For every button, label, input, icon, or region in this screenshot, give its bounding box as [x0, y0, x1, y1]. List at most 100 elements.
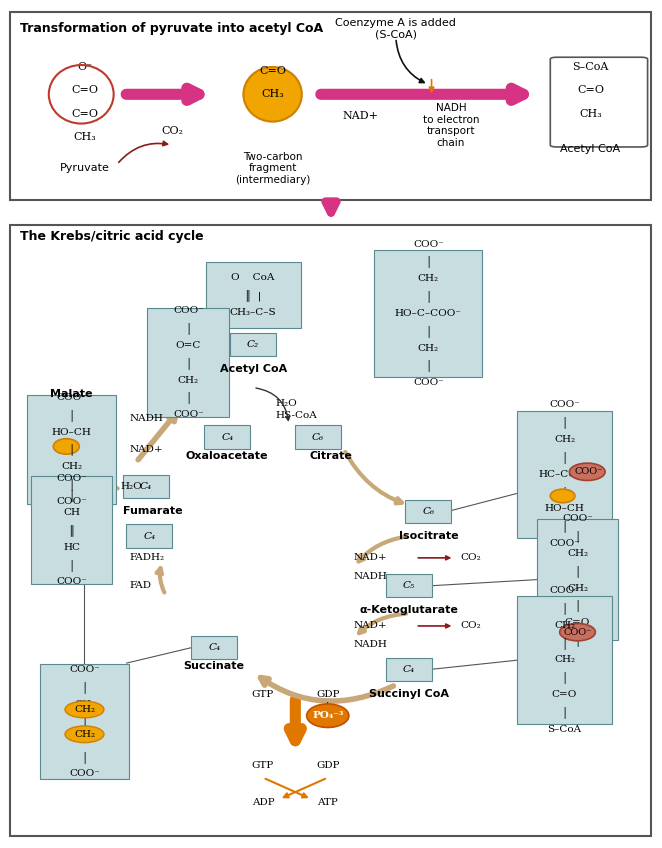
- Text: │: │: [81, 716, 87, 728]
- Text: CO₂: CO₂: [461, 554, 481, 562]
- FancyBboxPatch shape: [123, 475, 169, 499]
- Text: COO⁻: COO⁻: [56, 497, 87, 506]
- Text: Pyruvate: Pyruvate: [60, 164, 109, 173]
- Text: C₂: C₂: [247, 340, 260, 349]
- Text: │: │: [575, 530, 581, 542]
- Text: CH₂: CH₂: [74, 705, 95, 714]
- Text: │: │: [425, 255, 432, 267]
- Text: H₂O: H₂O: [120, 483, 142, 491]
- Text: C=O: C=O: [577, 86, 604, 95]
- Text: ADP: ADP: [252, 798, 274, 807]
- Text: CH₂: CH₂: [567, 549, 588, 558]
- Text: NAD+: NAD+: [342, 111, 378, 120]
- Text: COO⁻: COO⁻: [563, 628, 592, 637]
- Text: O⁻: O⁻: [77, 62, 92, 72]
- Text: C=O: C=O: [259, 66, 286, 75]
- Text: NAD+: NAD+: [129, 445, 163, 454]
- Text: HC–COO⁻: HC–COO⁻: [538, 470, 591, 479]
- Text: CH₂: CH₂: [74, 700, 95, 709]
- Text: CH₂: CH₂: [74, 730, 95, 739]
- Text: ATP: ATP: [317, 798, 338, 807]
- Text: NADH: NADH: [354, 572, 387, 581]
- Text: │: │: [425, 360, 432, 371]
- Text: │: │: [561, 672, 568, 683]
- FancyBboxPatch shape: [126, 524, 172, 548]
- Text: HC: HC: [63, 543, 80, 552]
- Text: CH: CH: [63, 508, 80, 517]
- Text: │: │: [575, 600, 581, 611]
- Text: COO⁻: COO⁻: [56, 473, 87, 483]
- FancyBboxPatch shape: [27, 395, 116, 504]
- Text: GTP: GTP: [252, 761, 274, 770]
- Text: NADH: NADH: [354, 640, 387, 649]
- Text: CH₂: CH₂: [567, 583, 588, 593]
- Text: │: │: [68, 559, 75, 571]
- Text: Oxaloacetate: Oxaloacetate: [186, 451, 269, 460]
- FancyBboxPatch shape: [295, 426, 341, 449]
- Text: α-Ketoglutarate: α-Ketoglutarate: [359, 605, 458, 616]
- Text: FADH₂: FADH₂: [130, 554, 165, 562]
- Text: │: │: [561, 637, 568, 649]
- Text: COO⁻: COO⁻: [173, 410, 204, 420]
- Text: NADH: NADH: [129, 414, 163, 423]
- Text: CH₃: CH₃: [261, 89, 284, 99]
- Text: │: │: [561, 486, 568, 498]
- Text: PO₄⁻³: PO₄⁻³: [313, 714, 342, 723]
- Text: C₄: C₄: [402, 665, 415, 674]
- Text: CH₂: CH₂: [177, 376, 199, 385]
- Text: COO⁻: COO⁻: [549, 539, 580, 548]
- Text: │: │: [68, 489, 75, 501]
- Text: CH₂: CH₂: [418, 274, 439, 283]
- Text: │: │: [561, 416, 568, 428]
- Text: CH₂: CH₂: [554, 435, 575, 444]
- Text: C₄: C₄: [208, 643, 220, 652]
- Text: │: │: [561, 521, 568, 533]
- Text: GTP: GTP: [252, 689, 274, 699]
- Text: CH₂: CH₂: [61, 462, 82, 471]
- Ellipse shape: [54, 438, 79, 455]
- Text: ║  |: ║ |: [245, 289, 261, 301]
- FancyBboxPatch shape: [517, 596, 612, 723]
- Text: Citrate: Citrate: [310, 451, 352, 460]
- Text: HO–CH: HO–CH: [52, 427, 91, 437]
- Ellipse shape: [550, 489, 575, 503]
- Text: │: │: [68, 409, 75, 421]
- Text: FAD: FAD: [130, 581, 152, 590]
- FancyBboxPatch shape: [230, 332, 276, 356]
- Text: GDP: GDP: [316, 761, 340, 770]
- Text: │: │: [81, 681, 87, 693]
- Text: Two-carbon
fragment
(intermediary): Two-carbon fragment (intermediary): [235, 152, 310, 185]
- FancyBboxPatch shape: [206, 262, 301, 327]
- Ellipse shape: [559, 623, 595, 641]
- Text: S–CoA: S–CoA: [547, 725, 582, 734]
- Text: COO⁻: COO⁻: [562, 515, 593, 523]
- Text: COO⁻: COO⁻: [69, 666, 100, 674]
- Text: CH₂: CH₂: [554, 621, 575, 630]
- Text: Isocitrate: Isocitrate: [399, 531, 458, 541]
- Text: Transformation of pyruvate into acetyl CoA: Transformation of pyruvate into acetyl C…: [20, 22, 322, 35]
- Text: Fumarate: Fumarate: [123, 506, 183, 516]
- Text: │: │: [81, 750, 87, 762]
- Text: COO⁻: COO⁻: [413, 378, 444, 388]
- Text: Coenzyme A is added
(S-CoA): Coenzyme A is added (S-CoA): [336, 18, 456, 40]
- Text: Acetyl CoA: Acetyl CoA: [220, 364, 287, 374]
- FancyBboxPatch shape: [191, 636, 237, 660]
- Ellipse shape: [307, 704, 349, 728]
- Ellipse shape: [244, 67, 302, 121]
- Text: Succinate: Succinate: [184, 661, 245, 671]
- FancyBboxPatch shape: [375, 249, 482, 377]
- Text: C=O: C=O: [565, 618, 591, 628]
- Text: C₄: C₄: [221, 432, 233, 442]
- Text: CH₂: CH₂: [74, 734, 95, 744]
- Text: │: │: [575, 565, 581, 577]
- Text: C₅: C₅: [402, 581, 415, 590]
- Text: S–CoA: S–CoA: [573, 62, 608, 72]
- Text: │: │: [185, 322, 191, 334]
- Text: │: │: [68, 478, 75, 490]
- Text: COO⁻: COO⁻: [56, 577, 87, 587]
- Text: │: │: [575, 634, 581, 646]
- FancyBboxPatch shape: [386, 657, 432, 681]
- Text: COO⁻: COO⁻: [173, 306, 204, 315]
- Text: CH₃–C–S: CH₃–C–S: [230, 308, 277, 316]
- Text: CO₂: CO₂: [461, 622, 481, 630]
